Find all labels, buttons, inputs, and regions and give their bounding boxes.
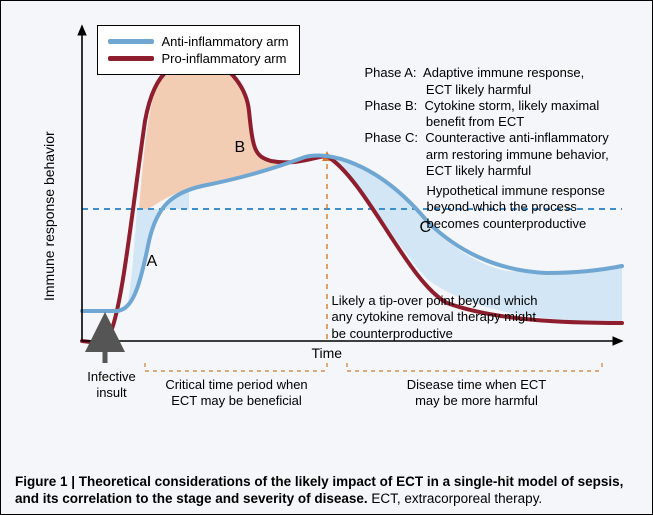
bracket-right-l1: Disease time when ECT — [377, 377, 577, 393]
phase-A-l2: ECT likely harmful — [365, 82, 532, 97]
plot-area: Immune response behavior Time Anti-infla… — [27, 11, 627, 431]
x-axis-label: Time — [312, 345, 343, 361]
bracket-left-l2: ECT may be beneficial — [147, 393, 327, 409]
y-axis-label: Immune response behavior — [41, 131, 57, 301]
phase-B-l1: Phase B: Cytokine storm, likely maximal — [365, 98, 600, 113]
legend-swatch-anti — [108, 39, 154, 44]
threshold-annotation: Hypothetical immune response beyond whic… — [427, 183, 605, 232]
threshold-l3: becomes counterproductive — [427, 216, 605, 232]
caption-tail: ECT, extracorporeal therapy. — [368, 491, 543, 506]
legend: Anti-inflammatory arm Pro-inflammatory a… — [97, 25, 300, 75]
bracket-left-l1: Critical time period when — [147, 377, 327, 393]
tipover-annotation: Likely a tip-over point beyond which any… — [332, 293, 538, 342]
phase-C-l2: arm restoring immune behavior, — [365, 147, 609, 162]
legend-swatch-pro — [108, 56, 154, 61]
legend-label: Pro-inflammatory arm — [162, 51, 287, 66]
infective-l2: insult — [77, 385, 147, 401]
caption-lead: Figure 1 | — [15, 474, 79, 489]
region-B-fill — [139, 61, 327, 209]
bracket-right-label: Disease time when ECT may be more harmfu… — [377, 377, 577, 408]
legend-label: Anti-inflammatory arm — [162, 34, 289, 49]
phase-A-l1: Phase A: Adaptive immune response, — [365, 65, 585, 80]
phase-annotation: Phase A: Adaptive immune response, ECT l… — [365, 49, 609, 195]
bracket-right-l2: may be more harmful — [377, 393, 577, 409]
tipover-l2: any cytokine removal therapy might — [332, 309, 538, 325]
tipover-l3: be counterproductive — [332, 326, 538, 342]
region-letter-B: B — [235, 139, 246, 157]
region-letter-A: A — [147, 253, 158, 271]
phase-C-l3: ECT likely harmful — [365, 163, 532, 178]
legend-item: Pro-inflammatory arm — [108, 51, 289, 66]
figure-caption: Figure 1 | Theoretical considerations of… — [15, 473, 638, 508]
infective-l1: Infective — [77, 369, 147, 385]
phase-C-l1: Phase C: Counteractive anti-inflammatory — [365, 130, 609, 145]
infective-label: Infective insult — [77, 369, 147, 400]
legend-item: Anti-inflammatory arm — [108, 34, 289, 49]
tipover-l1: Likely a tip-over point beyond which — [332, 293, 538, 309]
bracket-left-label: Critical time period when ECT may be ben… — [147, 377, 327, 408]
figure-container: Immune response behavior Time Anti-infla… — [0, 0, 653, 515]
phase-B-l2: benefit from ECT — [365, 114, 525, 129]
threshold-l2: beyond which the process — [427, 199, 605, 215]
threshold-l1: Hypothetical immune response — [427, 183, 605, 199]
region-letter-C: C — [420, 219, 432, 237]
